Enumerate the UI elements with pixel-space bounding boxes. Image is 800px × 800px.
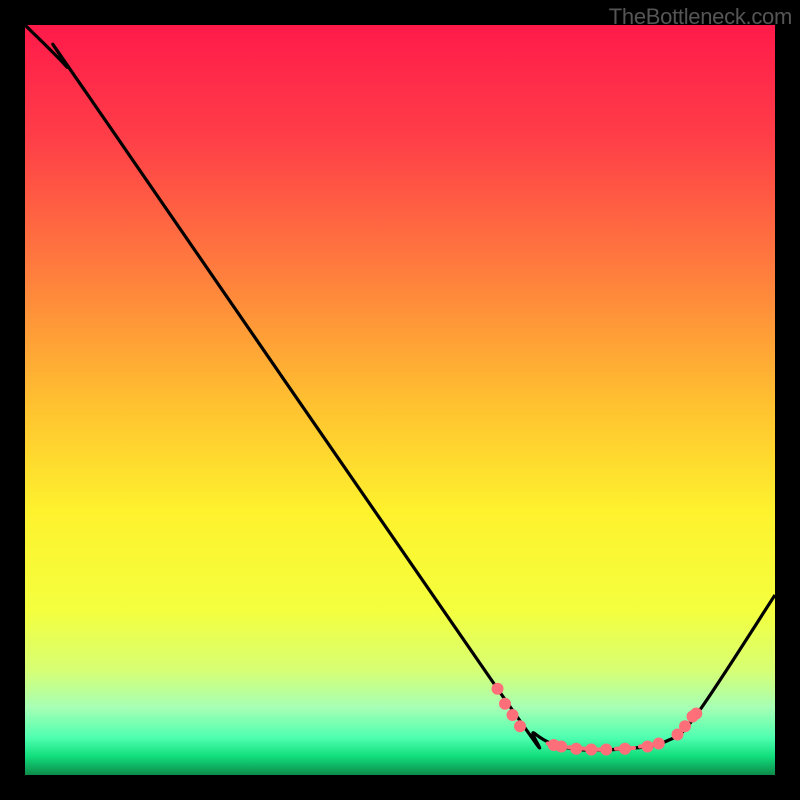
chart-frame: TheBottleneck.com [0,0,800,800]
watermark-text: TheBottleneck.com [609,4,792,30]
bottleneck-curve [25,25,775,750]
curve-layer [25,25,775,775]
marker-dots [492,683,703,756]
plot-area [25,25,775,775]
